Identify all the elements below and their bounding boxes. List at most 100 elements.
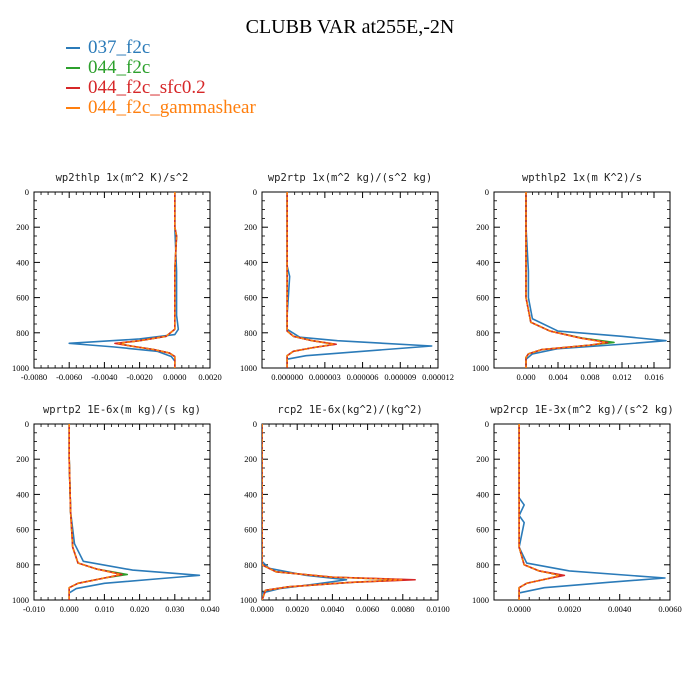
series-line-037_f2c <box>518 424 666 600</box>
y-tick-label: 400 <box>476 489 489 499</box>
panel-title: rcp2 1E-6x(kg^2)/(kg^2) <box>277 404 422 416</box>
x-tick-label: -0.0020 <box>126 372 152 382</box>
series-line-037_f2c <box>68 424 201 600</box>
y-tick-label: 600 <box>244 293 257 303</box>
y-tick-label: 0 <box>253 187 257 197</box>
y-tick-label: 800 <box>16 560 29 570</box>
legend-entry: 044_f2c <box>66 57 256 78</box>
y-tick-label: 200 <box>16 454 29 464</box>
panel-title: wp2thlp 1x(m^2 K)/s^2 <box>56 172 189 184</box>
legend-entry: 044_f2c_sfc0.2 <box>66 77 256 98</box>
legend-label: 044_f2c_gammashear <box>88 97 256 118</box>
x-tick-label: 0.030 <box>165 604 184 614</box>
series-line-037_f2c <box>525 192 667 368</box>
panel-title: wp2rcp 1E-3x(m^2 kg)/(s^2 kg) <box>490 404 673 416</box>
figure-title: CLUBB VAR at255E,-2N <box>245 16 455 38</box>
series-line-044_f2c_gammashear <box>286 192 335 368</box>
y-tick-label: 200 <box>244 222 257 232</box>
y-tick-label: 600 <box>476 293 489 303</box>
y-tick-label: 0 <box>25 187 29 197</box>
y-tick-label: 200 <box>16 222 29 232</box>
x-tick-label: -0.010 <box>23 604 45 614</box>
x-tick-label: 0.000 <box>516 372 535 382</box>
x-tick-label: 0.012 <box>612 372 631 382</box>
x-tick-label: 0.0100 <box>426 604 449 614</box>
y-tick-label: 400 <box>476 257 489 267</box>
y-tick-label: 0 <box>25 419 29 429</box>
x-tick-label: -0.0060 <box>56 372 82 382</box>
chart-panel: rcp2 1E-6x(kg^2)/(kg^2) 0.0000 0.0020 0.004… <box>240 404 450 614</box>
y-tick-label: 600 <box>16 293 29 303</box>
x-tick-label: 0.000003 <box>309 372 341 382</box>
chart-panel: wpthlp2 1x(m K^2)/s 0.000 0.004 0.008 0.012 0… <box>472 172 671 382</box>
y-tick-label: 0 <box>485 419 489 429</box>
series-line-044_f2c_gammashear <box>68 424 122 600</box>
series-line-037_f2c <box>286 192 433 368</box>
x-tick-label: -0.0080 <box>21 372 47 382</box>
y-tick-label: 600 <box>476 525 489 535</box>
x-tick-label: 0.000006 <box>347 372 379 382</box>
series-line-044_f2c_sfc0.2 <box>114 192 178 368</box>
y-tick-label: 1000 <box>240 595 257 605</box>
x-tick-label: -0.0040 <box>91 372 117 382</box>
y-tick-label: 0 <box>485 187 489 197</box>
series-line-044_f2c_sfc0.2 <box>518 424 566 600</box>
x-tick-label: 0.004 <box>548 372 568 382</box>
x-tick-label: 0.020 <box>130 604 149 614</box>
x-tick-label: 0.016 <box>644 372 663 382</box>
y-tick-label: 200 <box>244 454 257 464</box>
legend-swatch <box>66 67 80 69</box>
y-tick-label: 400 <box>244 257 257 267</box>
series-line-037_f2c <box>262 424 348 600</box>
chart-panel: wp2thlp 1x(m^2 K)/s^2 -0.0080 -0.0060 -0.00… <box>12 172 222 382</box>
legend-swatch <box>66 47 80 49</box>
series-line-044_f2c_sfc0.2 <box>525 192 609 368</box>
y-tick-label: 200 <box>476 454 489 464</box>
x-tick-label: 0.000009 <box>384 372 416 382</box>
chart-panel: wp2rcp 1E-3x(m^2 kg)/(s^2 kg) 0.0000 0.002… <box>472 404 682 614</box>
series-line-044_f2c <box>286 192 336 368</box>
y-tick-label: 800 <box>244 328 257 338</box>
series-line-044_f2c_sfc0.2 <box>262 424 416 600</box>
x-tick-label: 0.0080 <box>391 604 414 614</box>
plot-frame <box>493 191 671 369</box>
y-tick-label: 600 <box>244 525 257 535</box>
x-tick-label: 0.0060 <box>356 604 379 614</box>
legend-label: 037_f2c <box>88 37 151 58</box>
y-tick-label: 1000 <box>12 595 29 605</box>
series-line-044_f2c_gammashear <box>518 424 561 600</box>
x-tick-label: 0.000012 <box>422 372 454 382</box>
y-tick-label: 800 <box>476 560 489 570</box>
x-tick-label: 0.0020 <box>286 604 309 614</box>
series-line-044_f2c_gammashear <box>525 192 607 368</box>
y-tick-label: 800 <box>476 328 489 338</box>
y-tick-label: 800 <box>16 328 29 338</box>
x-tick-label: 0.0000 <box>250 604 273 614</box>
chart-panel: wprtp2 1E-6x(m kg)/(s kg) -0.010 0.000 0.01… <box>12 404 220 614</box>
y-tick-label: 800 <box>244 560 257 570</box>
x-tick-label: 0.000 <box>60 604 79 614</box>
chart-panel: wp2rtp 1x(m^2 kg)/(s^2 kg) 0.000000 0.0000… <box>240 172 454 382</box>
legend-swatch <box>66 107 80 109</box>
y-tick-label: 1000 <box>240 363 257 373</box>
y-tick-label: 0 <box>253 419 257 429</box>
x-tick-label: 0.010 <box>95 604 114 614</box>
y-tick-label: 1000 <box>472 363 489 373</box>
legend-entry: 044_f2c_gammashear <box>66 97 256 118</box>
x-tick-label: 0.0040 <box>608 604 631 614</box>
series-line-044_f2c_gammashear <box>117 192 178 368</box>
panel-title: wp2rtp 1x(m^2 kg)/(s^2 kg) <box>268 172 432 184</box>
x-tick-label: 0.0020 <box>198 372 221 382</box>
legend-label: 044_f2c_sfc0.2 <box>88 77 206 98</box>
x-tick-label: 0.0020 <box>558 604 581 614</box>
panel-title: wprtp2 1E-6x(m kg)/(s kg) <box>43 404 201 416</box>
series-line-044_f2c_sfc0.2 <box>286 192 337 368</box>
x-tick-label: 0.0040 <box>321 604 344 614</box>
legend-swatch <box>66 87 80 89</box>
x-tick-label: 0.0000 <box>507 604 530 614</box>
legend: 037_f2c 044_f2c 044_f2c_sfc0.2 044_f2c_g… <box>66 37 256 118</box>
x-tick-label: 0.000000 <box>271 372 303 382</box>
plot-frame <box>33 191 211 369</box>
x-tick-label: 0.040 <box>200 604 219 614</box>
